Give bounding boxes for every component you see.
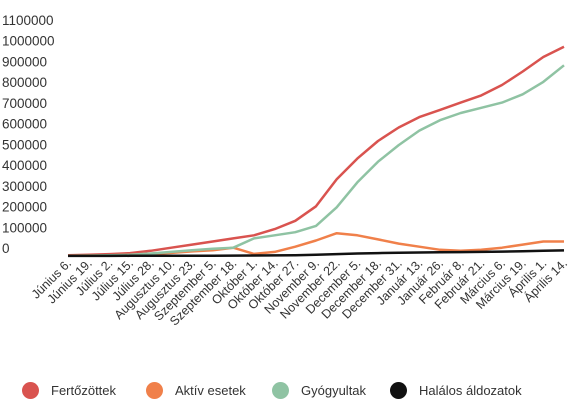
legend-item-halalos-aldozatok[interactable]: Halálos áldozatok	[390, 382, 522, 399]
y-tick-label: 1100000	[2, 13, 54, 28]
y-tick-label: 0	[2, 241, 10, 256]
y-tick-label: 500000	[2, 137, 47, 152]
y-axis-tick-labels: 0 100000 200000 300000 400000 500000 600000 700…	[2, 13, 55, 256]
y-tick-label: 600000	[2, 117, 47, 132]
y-tick-label: 900000	[2, 54, 47, 69]
legend-item-fertozottek[interactable]: Fertőzöttek	[22, 382, 116, 399]
y-tick-label: 100000	[2, 220, 47, 235]
plot-lines	[67, 45, 565, 258]
y-tick-label: 200000	[2, 200, 47, 215]
x-axis-tick-labels: Június 6.Június 19.Július 2.Július 15.Jú…	[29, 256, 570, 329]
y-tick-label: 800000	[2, 75, 47, 90]
legend-label-aktiv-esetek: Aktív esetek	[175, 383, 246, 398]
legend-dot-halalos-aldozatok	[390, 382, 407, 399]
y-tick-label: 700000	[2, 96, 47, 111]
legend-label-fertozottek: Fertőzöttek	[51, 383, 117, 398]
series-line-gyogyultak	[67, 64, 565, 257]
series-line-fertozottek	[67, 45, 565, 257]
y-tick-label: 400000	[2, 158, 47, 173]
legend-dot-aktiv-esetek	[146, 382, 163, 399]
y-tick-label: 300000	[2, 179, 47, 194]
legend-item-aktiv-esetek[interactable]: Aktív esetek	[146, 382, 246, 399]
legend-label-gyogyultak: Gyógyultak	[301, 383, 367, 398]
legend-item-gyogyultak[interactable]: Gyógyultak	[272, 382, 366, 399]
legend-dot-gyogyultak	[272, 382, 289, 399]
y-tick-label: 1000000	[2, 34, 55, 49]
legend-label-halalos-aldozatok: Halálos áldozatok	[419, 383, 522, 398]
series-line-halalos-aldozatok	[68, 249, 565, 258]
legend-dot-fertozottek	[22, 382, 39, 399]
legend: Fertőzöttek Aktív esetek Gyógyultak Halá…	[0, 382, 575, 404]
